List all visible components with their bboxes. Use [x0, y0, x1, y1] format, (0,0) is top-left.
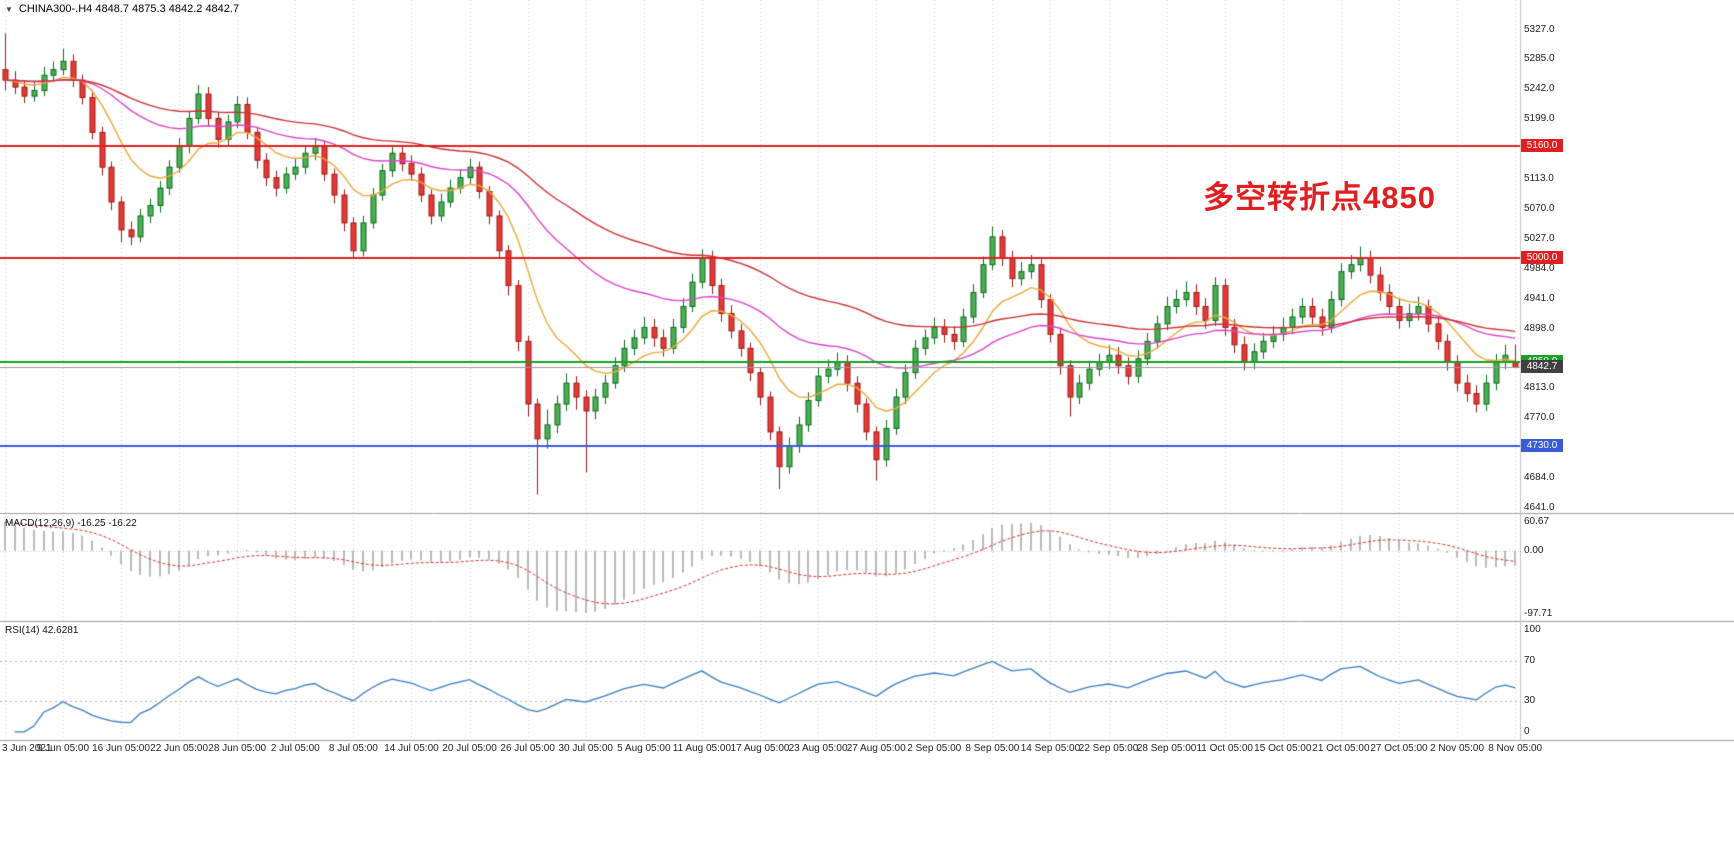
- price-tick: 5242.0: [1524, 83, 1555, 95]
- date-label: 8 Sep 05:00: [965, 743, 1020, 754]
- date-label: 14 Sep 05:00: [1020, 743, 1081, 754]
- date-label: 26 Jul 05:00: [500, 743, 555, 754]
- date-label: 27 Oct 05:00: [1370, 743, 1428, 754]
- price-tick: 5285.0: [1524, 53, 1555, 65]
- macd-tick: 60.67: [1524, 516, 1550, 527]
- date-label: 30 Jul 05:00: [558, 743, 613, 754]
- date-label: 2 Jul 05:00: [270, 743, 320, 754]
- price-tick: 5070.0: [1524, 202, 1555, 214]
- chevron-down-icon[interactable]: ▼: [5, 4, 13, 14]
- date-label: 20 Jul 05:00: [442, 743, 497, 754]
- hline-price-badge: 5160.0: [1521, 139, 1563, 153]
- date-label: 8 Jul 05:00: [328, 743, 378, 754]
- price-tick: 4684.0: [1524, 471, 1555, 483]
- annotation-text: 多空转折点4850: [1203, 180, 1436, 215]
- date-label: 5 Aug 05:00: [617, 743, 671, 754]
- price-tick: 4984.0: [1524, 262, 1555, 274]
- date-label: 2 Sep 05:00: [907, 743, 962, 754]
- date-label: 28 Sep 05:00: [1136, 743, 1197, 754]
- date-label: 8 Nov 05:00: [1488, 743, 1543, 754]
- rsi-tick: 100: [1524, 624, 1541, 636]
- hline-price-badge: 5000.0: [1521, 250, 1563, 264]
- price-tick: 5027.0: [1524, 232, 1555, 244]
- date-label: 23 Aug 05:00: [788, 743, 848, 754]
- rsi-label: RSI(14) 42.6281: [5, 625, 79, 636]
- rsi-tick: 70: [1524, 654, 1536, 666]
- price-tick: 5327.0: [1524, 23, 1555, 35]
- price-tick: 4770.0: [1524, 411, 1555, 423]
- date-label: 15 Oct 05:00: [1254, 743, 1312, 754]
- current-price-badge: 4842.7: [1521, 360, 1563, 374]
- hline-price-badge: 4730.0: [1521, 438, 1563, 452]
- date-label: 22 Jun 05:00: [150, 743, 209, 754]
- date-label: 11 Oct 05:00: [1196, 743, 1253, 754]
- macd-tick: -97.71: [1524, 608, 1553, 619]
- date-label: 14 Jul 05:00: [384, 743, 439, 754]
- price-tick: 4813.0: [1524, 382, 1555, 393]
- date-label: 22 Sep 05:00: [1078, 743, 1139, 754]
- rsi-tick: 30: [1524, 695, 1536, 707]
- date-label: 11 Aug 05:00: [672, 743, 732, 754]
- date-label: 16 Jun 05:00: [92, 743, 150, 754]
- date-label: 3 Jun 2021: [2, 743, 52, 754]
- date-label: 17 Aug 05:00: [730, 743, 790, 754]
- price-tick: 4898.0: [1524, 322, 1555, 334]
- macd-label: MACD(12,26,9) -16.25 -16.22: [5, 518, 137, 529]
- date-label: 27 Aug 05:00: [846, 743, 906, 754]
- symbol-header: ▼ CHINA300-.H4 4848.7 4875.3 4842.2 4842…: [5, 3, 239, 15]
- price-tick: 4941.0: [1524, 292, 1555, 304]
- date-label: 9 Jun 05:00: [36, 743, 90, 754]
- rsi-tick: 0: [1524, 725, 1530, 737]
- macd-tick: 0.00: [1524, 544, 1544, 556]
- symbol-ohlc-line: CHINA300-.H4 4848.7 4875.3 4842.2 4842.7: [18, 3, 240, 15]
- price-tick: 5199.0: [1524, 113, 1555, 125]
- date-label: 21 Oct 05:00: [1312, 743, 1370, 754]
- price-tick: 4641.0: [1524, 501, 1555, 513]
- price-tick: 5113.0: [1524, 173, 1554, 185]
- price-chart-canvas[interactable]: [0, 0, 1734, 760]
- date-label: 28 Jun 05:00: [208, 743, 267, 754]
- date-label: 2 Nov 05:00: [1430, 743, 1485, 754]
